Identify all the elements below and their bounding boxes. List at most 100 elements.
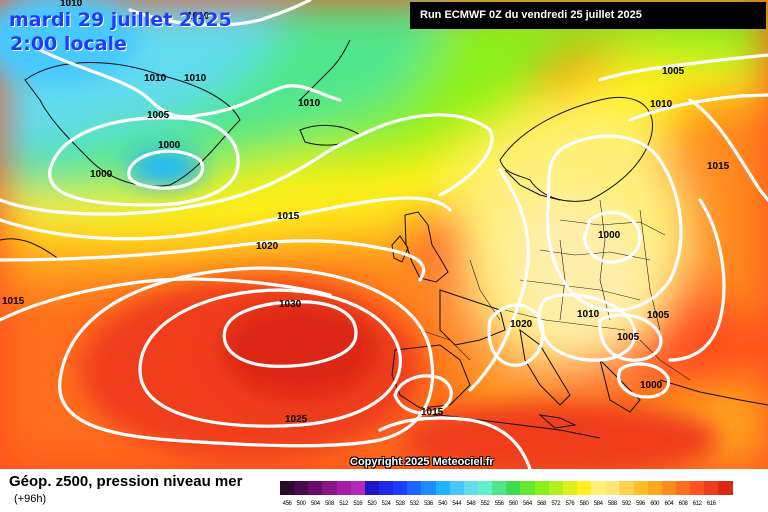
color-swatch <box>675 481 691 495</box>
scale-tick-label: 512 <box>339 501 349 507</box>
color-swatch <box>704 481 719 495</box>
scale-tick-label: 532 <box>409 501 419 507</box>
pressure-label: 1010 <box>144 73 167 84</box>
color-swatch <box>477 481 493 495</box>
pressure-label: 1015 <box>2 296 25 307</box>
pressure-label: 1000 <box>598 230 621 241</box>
scale-tick-label: 548 <box>466 501 476 507</box>
pressure-label: 1010 <box>298 98 321 109</box>
color-swatch <box>718 481 733 495</box>
color-swatch <box>407 481 422 495</box>
scale-tick-label: 528 <box>395 501 405 507</box>
color-swatch <box>308 481 323 495</box>
legend-footer: Géop. z500, pression niveau mer (+96h) 4… <box>0 469 768 512</box>
pressure-label: 1020 <box>256 241 279 252</box>
color-swatch <box>421 481 436 495</box>
scale-tick-label: 592 <box>622 501 631 507</box>
color-swatch <box>647 481 662 495</box>
pressure-label: 1005 <box>662 66 685 77</box>
color-swatch <box>534 481 549 495</box>
scale-tick-label: 524 <box>381 501 391 507</box>
scale-tick-label: 596 <box>636 501 645 507</box>
color-scale-ticks: 456 500 504 508 512 516 520 524 528 532 536 540 544 5… <box>280 500 718 509</box>
scale-tick-label: 568 <box>537 501 546 507</box>
copyright-text: Copyright 2025 Meteociel.fr <box>350 456 494 468</box>
scale-tick-label: 576 <box>565 501 575 507</box>
scale-tick-label: 556 <box>494 501 504 507</box>
scale-tick-label: 604 <box>664 501 674 507</box>
pressure-label: 1000 <box>90 169 113 180</box>
color-swatch <box>591 481 606 495</box>
scale-tick-label: 508 <box>325 501 334 507</box>
pressure-label: 1005 <box>147 110 170 121</box>
color-swatch <box>690 481 705 495</box>
scale-tick-label: 580 <box>579 501 589 507</box>
color-swatch <box>520 481 535 495</box>
scale-tick-label: 616 <box>706 501 716 507</box>
pressure-label: 1015 <box>421 407 444 418</box>
pressure-label: 1000 <box>158 140 181 151</box>
color-swatch <box>336 481 351 495</box>
color-swatch <box>280 481 295 495</box>
scale-tick-label: 504 <box>310 501 320 507</box>
color-swatch <box>435 481 450 495</box>
color-swatch <box>322 481 337 495</box>
isobars <box>0 0 768 469</box>
pressure-label: 1000 <box>640 380 663 391</box>
color-scale <box>280 481 733 495</box>
pressure-label: 1010 <box>187 11 210 22</box>
scale-tick-label: 516 <box>353 501 363 507</box>
scale-tick-label: 612 <box>692 501 702 507</box>
color-swatch <box>393 481 408 495</box>
color-swatch <box>350 481 365 495</box>
color-swatch <box>619 481 634 495</box>
color-swatch <box>449 481 464 495</box>
pressure-label: 1005 <box>647 310 670 321</box>
color-swatch <box>294 481 309 495</box>
scale-tick-label: 600 <box>650 501 660 507</box>
scale-tick-label: 456 <box>282 501 292 507</box>
scale-tick-label: 572 <box>551 501 561 507</box>
map-parameter-title: Géop. z500, pression niveau mer <box>9 473 243 490</box>
geopotential-field <box>0 0 768 469</box>
pressure-label: 1020 <box>510 319 533 330</box>
scale-tick-label: 552 <box>480 501 490 507</box>
color-swatch <box>562 481 577 495</box>
scale-tick-label: 520 <box>367 501 377 507</box>
coastlines <box>0 39 768 439</box>
pressure-label: 1005 <box>617 332 640 343</box>
color-swatch <box>378 481 394 495</box>
scale-tick-label: 500 <box>296 501 306 507</box>
forecast-lead-time: (+96h) <box>14 493 47 505</box>
color-swatch <box>633 481 648 495</box>
color-swatch <box>364 481 379 495</box>
scale-tick-label: 536 <box>424 501 433 507</box>
pressure-label: 1010 <box>650 99 673 110</box>
color-swatch <box>463 481 478 495</box>
color-swatch <box>506 481 521 495</box>
pressure-labels: 1010 1010 1010 1010 1010 1005 1000 1000 … <box>2 0 730 425</box>
scale-tick-label: 544 <box>452 501 462 507</box>
color-swatch <box>576 481 592 495</box>
pressure-label: 1010 <box>577 309 600 320</box>
color-swatch <box>492 481 507 495</box>
color-swatch <box>548 481 563 495</box>
forecast-date: mardi 29 juillet 2025 <box>9 9 232 31</box>
pressure-label: 1015 <box>707 161 730 172</box>
scale-tick-label: 608 <box>678 501 688 507</box>
color-swatch <box>605 481 620 495</box>
pressure-label: 1025 <box>285 414 308 425</box>
scale-tick-label: 560 <box>508 501 518 507</box>
geopotential-map: 1010 1010 1010 1010 1010 1005 1000 1000 … <box>0 0 768 469</box>
scale-tick-label: 584 <box>593 501 603 507</box>
pressure-label: 1030 <box>279 299 302 310</box>
pressure-label: 1010 <box>60 0 83 9</box>
run-banner: Run ECMWF 0Z du vendredi 25 juillet 2025 <box>410 2 766 29</box>
forecast-time: 2:00 locale <box>10 33 127 55</box>
pressure-label: 1015 <box>277 211 300 222</box>
scale-tick-label: 540 <box>438 501 448 507</box>
pressure-label: 1010 <box>184 73 207 84</box>
color-swatch <box>661 481 676 495</box>
scale-tick-label: 564 <box>523 501 532 507</box>
